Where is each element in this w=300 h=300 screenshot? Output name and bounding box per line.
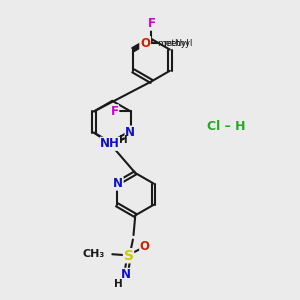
Text: O: O xyxy=(140,240,150,254)
Text: O: O xyxy=(140,37,151,50)
Text: N: N xyxy=(121,268,131,281)
Text: H: H xyxy=(119,135,128,145)
Text: NH: NH xyxy=(100,137,120,150)
Text: H: H xyxy=(114,279,123,289)
Text: Cl – H: Cl – H xyxy=(207,120,246,133)
Text: F: F xyxy=(110,105,118,118)
Text: F: F xyxy=(148,17,155,30)
Text: CH₃: CH₃ xyxy=(83,249,105,259)
Text: O: O xyxy=(140,37,150,50)
Text: N: N xyxy=(125,126,135,139)
Text: S: S xyxy=(124,249,134,263)
Text: N: N xyxy=(113,177,123,190)
Text: methyl: methyl xyxy=(157,39,188,48)
Text: methyl: methyl xyxy=(164,39,193,48)
